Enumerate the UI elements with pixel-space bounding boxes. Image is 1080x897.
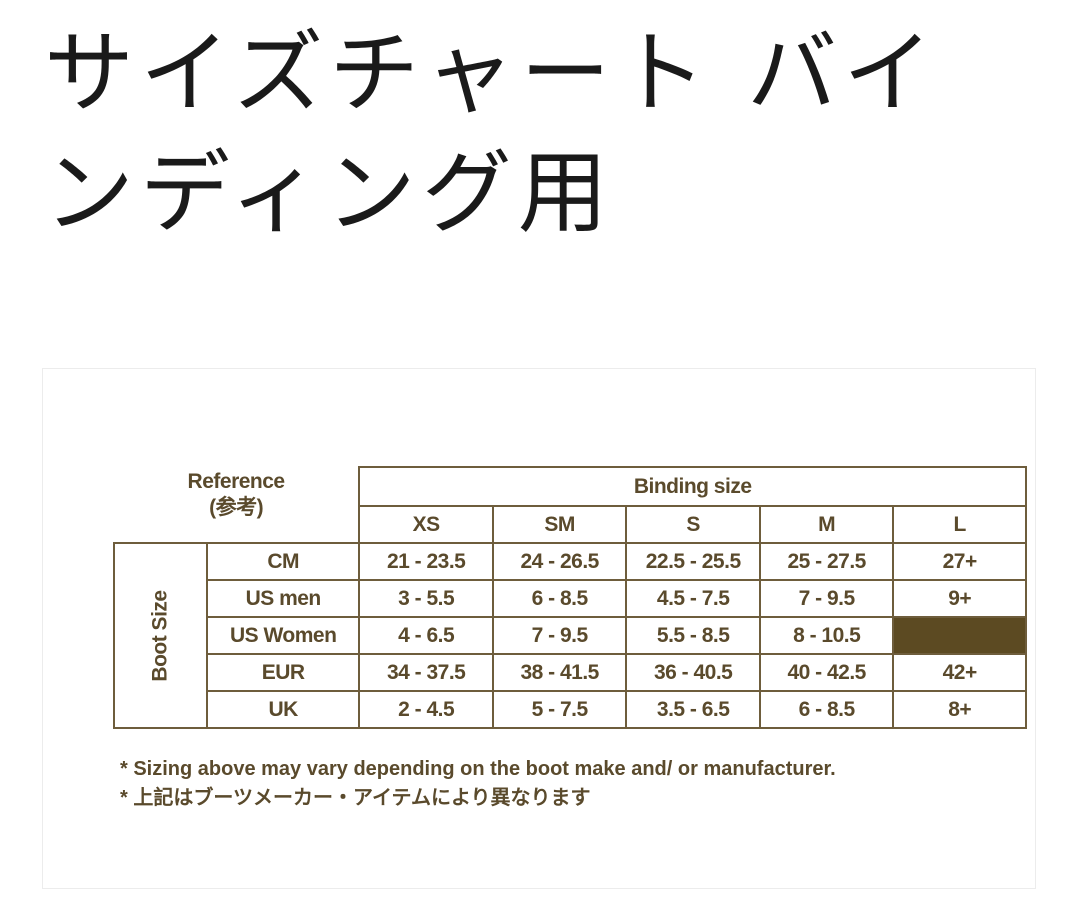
cell: 8+ [892,690,1028,729]
row-label: CM [206,542,361,581]
cell: 5.5 - 8.5 [625,616,762,655]
note-en: * Sizing above may vary depending on the… [120,758,836,780]
column-header: SM [492,505,628,544]
column-header: L [892,505,1028,544]
column-header: XS [358,505,495,544]
size-chart-table: Reference (参考) Binding size XS SM S M L … [112,466,1028,729]
column-header: S [625,505,762,544]
cell: 36 - 40.5 [625,653,762,692]
row-label: UK [206,690,361,729]
cell: 6 - 8.5 [492,579,628,618]
cell: 9+ [892,579,1028,618]
table-row: US Women 4 - 6.5 7 - 9.5 5.5 - 8.5 8 - 1… [114,616,1028,655]
cell: 3.5 - 6.5 [625,690,762,729]
size-chart-card [42,368,1036,889]
binding-size-header: Binding size [358,466,1028,507]
cell: 3 - 5.5 [358,579,495,618]
table-row: Boot Size CM 21 - 23.5 24 - 26.5 22.5 - … [112,542,1028,729]
cell: 34 - 37.5 [358,653,495,692]
cell: 7 - 9.5 [759,579,895,618]
cell: 21 - 23.5 [358,542,495,581]
boot-size-label: Boot Size [148,589,172,682]
cell: 5 - 7.5 [492,690,628,729]
cell: 42+ [892,653,1028,692]
page-title: サイズチャート バインディング用 [44,21,940,246]
note-jp: * 上記はブーツメーカー・アイテムにより異なります [120,787,591,809]
cell: 38 - 41.5 [492,653,628,692]
cell: 6 - 8.5 [759,690,895,729]
row-label: US men [206,579,361,618]
cell: 40 - 42.5 [759,653,895,692]
reference-label-jp: (参考) [209,496,264,519]
table-row: EUR 34 - 37.5 38 - 41.5 36 - 40.5 40 - 4… [114,653,1028,692]
filled-cell [892,616,1028,655]
cell: 22.5 - 25.5 [625,542,762,581]
cell: 27+ [892,542,1028,581]
table-row: UK 2 - 4.5 5 - 7.5 3.5 - 6.5 6 - 8.5 8+ [114,690,1028,729]
notes: * Sizing above may vary depending on the… [120,755,836,813]
table-row: US men 3 - 5.5 6 - 8.5 4.5 - 7.5 7 - 9.5… [114,579,1028,618]
cell: 24 - 26.5 [492,542,628,581]
row-label: EUR [206,653,361,692]
cell: 2 - 4.5 [358,690,495,729]
cell: 4.5 - 7.5 [625,579,762,618]
cell: 4 - 6.5 [358,616,495,655]
reference-label: Reference [187,470,286,493]
cell: 25 - 27.5 [759,542,895,581]
cell: 7 - 9.5 [492,616,628,655]
boot-size-header: Boot Size [112,542,209,729]
column-header: M [759,505,895,544]
row-label: US Women [206,616,361,655]
cell: 8 - 10.5 [759,616,895,655]
reference-header: Reference (参考) [114,467,359,543]
